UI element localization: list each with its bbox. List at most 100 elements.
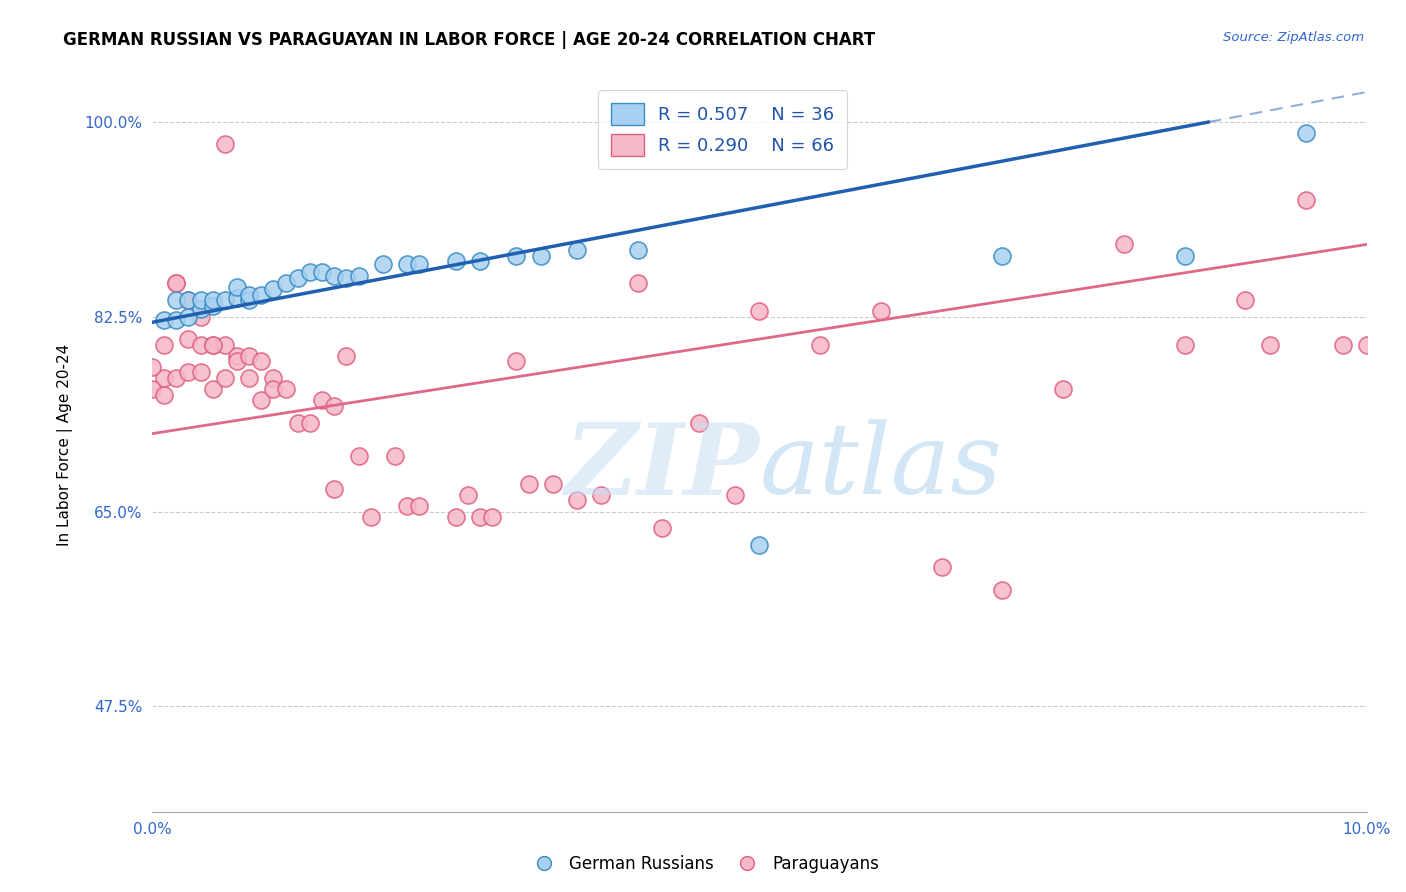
Point xyxy=(250,287,273,301)
Point xyxy=(360,510,382,524)
Point xyxy=(591,488,613,502)
Point xyxy=(201,299,224,313)
Point xyxy=(541,476,564,491)
Point xyxy=(335,349,357,363)
Point xyxy=(287,416,309,430)
Point xyxy=(214,137,236,152)
Point xyxy=(238,349,260,363)
Point xyxy=(1052,382,1074,396)
Point xyxy=(238,371,260,385)
Point xyxy=(298,416,321,430)
Point xyxy=(347,449,370,463)
Point xyxy=(1295,193,1317,207)
Point xyxy=(396,499,419,513)
Point xyxy=(530,248,553,262)
Point xyxy=(214,293,236,307)
Point xyxy=(651,521,673,535)
Point xyxy=(408,499,430,513)
Point xyxy=(991,582,1014,597)
Point xyxy=(481,510,503,524)
Point xyxy=(396,257,419,271)
Point xyxy=(991,248,1014,262)
Point xyxy=(287,270,309,285)
Point xyxy=(250,393,273,408)
Point xyxy=(226,291,249,305)
Point xyxy=(1331,337,1354,351)
Point xyxy=(323,483,346,497)
Point xyxy=(384,449,406,463)
Point xyxy=(1355,337,1378,351)
Point xyxy=(165,293,187,307)
Point xyxy=(201,337,224,351)
Point xyxy=(505,354,527,368)
Point xyxy=(190,293,212,307)
Legend: German Russians, Paraguayans: German Russians, Paraguayans xyxy=(520,848,886,880)
Point xyxy=(1295,126,1317,140)
Point xyxy=(627,277,650,291)
Point xyxy=(1112,237,1135,252)
Point xyxy=(165,277,187,291)
Point xyxy=(165,313,187,327)
Point xyxy=(201,337,224,351)
Point xyxy=(153,313,176,327)
Point xyxy=(1258,337,1281,351)
Text: GERMAN RUSSIAN VS PARAGUAYAN IN LABOR FORCE | AGE 20-24 CORRELATION CHART: GERMAN RUSSIAN VS PARAGUAYAN IN LABOR FO… xyxy=(63,31,876,49)
Point xyxy=(627,243,650,257)
Text: Source: ZipAtlas.com: Source: ZipAtlas.com xyxy=(1223,31,1364,45)
Point xyxy=(1174,248,1197,262)
Point xyxy=(263,371,285,385)
Point xyxy=(724,488,747,502)
Point xyxy=(298,265,321,279)
Point xyxy=(153,371,176,385)
Point xyxy=(201,382,224,396)
Point xyxy=(226,354,249,368)
Text: ZIP: ZIP xyxy=(564,418,759,515)
Point xyxy=(688,416,710,430)
Point xyxy=(226,279,249,293)
Point xyxy=(274,277,297,291)
Point xyxy=(347,268,370,283)
Point xyxy=(263,282,285,296)
Point xyxy=(190,310,212,324)
Point xyxy=(141,359,163,374)
Y-axis label: In Labor Force | Age 20-24: In Labor Force | Age 20-24 xyxy=(58,343,73,546)
Legend: R = 0.507    N = 36, R = 0.290    N = 66: R = 0.507 N = 36, R = 0.290 N = 66 xyxy=(599,90,846,169)
Point xyxy=(748,538,770,552)
Text: atlas: atlas xyxy=(759,419,1002,515)
Point xyxy=(190,337,212,351)
Point xyxy=(238,293,260,307)
Point xyxy=(153,337,176,351)
Point xyxy=(371,257,394,271)
Point xyxy=(808,337,831,351)
Point xyxy=(238,287,260,301)
Point xyxy=(335,270,357,285)
Point xyxy=(263,382,285,396)
Point xyxy=(931,560,953,574)
Point xyxy=(153,387,176,401)
Point xyxy=(190,301,212,316)
Point xyxy=(165,277,187,291)
Point xyxy=(177,366,200,380)
Point xyxy=(177,293,200,307)
Point xyxy=(177,293,200,307)
Point xyxy=(567,493,589,508)
Point xyxy=(1174,337,1197,351)
Point xyxy=(165,371,187,385)
Point xyxy=(226,349,249,363)
Point xyxy=(250,354,273,368)
Point xyxy=(444,510,467,524)
Point xyxy=(468,510,491,524)
Point xyxy=(201,293,224,307)
Point xyxy=(190,366,212,380)
Point xyxy=(177,310,200,324)
Point xyxy=(1234,293,1257,307)
Point xyxy=(323,399,346,413)
Point xyxy=(505,248,527,262)
Point xyxy=(567,243,589,257)
Point xyxy=(870,304,893,318)
Point xyxy=(274,382,297,396)
Point xyxy=(457,488,479,502)
Point xyxy=(311,393,333,408)
Point xyxy=(748,304,770,318)
Point xyxy=(141,382,163,396)
